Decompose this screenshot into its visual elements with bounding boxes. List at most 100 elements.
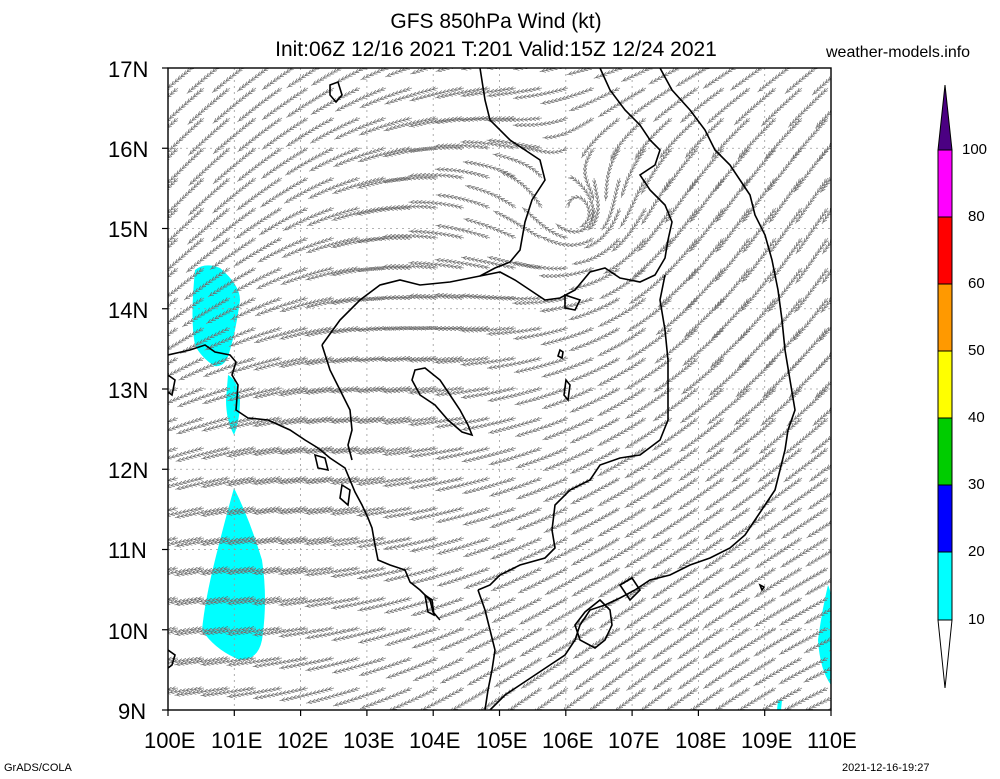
streamline	[627, 688, 673, 710]
streamline	[845, 118, 880, 162]
streamline	[358, 658, 413, 676]
streamline	[549, 688, 595, 710]
colorbar-segment	[937, 551, 953, 621]
streamline	[543, 508, 595, 534]
streamline	[754, 538, 803, 569]
streamline	[540, 88, 595, 104]
streamline	[542, 118, 595, 138]
streamline	[808, 448, 831, 482]
colorbar-label: 100	[962, 141, 988, 158]
streamline	[168, 87, 179, 126]
streamline	[519, 628, 569, 657]
streamline	[333, 148, 387, 168]
streamline	[542, 448, 595, 472]
streamline	[235, 208, 283, 240]
streamline	[864, 388, 906, 425]
streamline	[839, 58, 880, 96]
streamline	[409, 508, 465, 520]
streamline	[753, 628, 803, 657]
streamline	[384, 88, 439, 105]
streamline	[168, 177, 205, 217]
streamline	[286, 88, 335, 118]
streamline	[828, 628, 831, 652]
streamline	[383, 118, 439, 131]
streamline	[304, 298, 361, 308]
streamline	[439, 658, 491, 684]
streamline	[703, 508, 751, 541]
streamline	[711, 297, 751, 340]
streamline	[160, 28, 204, 63]
streamline	[569, 388, 621, 413]
streamline	[236, 148, 283, 182]
streamline	[779, 568, 829, 597]
streamline	[621, 68, 672, 82]
streamline	[689, 177, 725, 223]
streamline	[754, 568, 803, 598]
streamline	[653, 688, 699, 710]
streamline	[784, 417, 829, 455]
streamline	[334, 118, 387, 140]
streamline	[174, 688, 231, 695]
streamline	[848, 178, 880, 224]
streamline	[226, 448, 283, 457]
streamline	[442, 688, 491, 710]
streamline	[312, 28, 360, 56]
streamline	[882, 508, 932, 533]
streamline	[677, 538, 725, 570]
streamline	[262, 28, 308, 60]
streamline	[677, 478, 725, 511]
streamline	[821, 178, 831, 225]
streamline	[868, 328, 906, 369]
streamline	[211, 208, 257, 243]
streamline	[838, 388, 880, 425]
streamline	[382, 178, 439, 183]
streamline	[781, 508, 829, 540]
streamline	[598, 598, 647, 629]
streamline	[545, 598, 595, 627]
streamline	[187, 88, 231, 125]
streamline	[168, 147, 205, 187]
streamline	[741, 237, 776, 283]
streamline	[814, 358, 831, 399]
streamline	[587, 177, 599, 231]
lat-label: 16N	[108, 137, 149, 162]
streamline	[463, 219, 517, 238]
streamline	[821, 208, 831, 255]
streamline	[486, 328, 543, 334]
streamline	[628, 267, 673, 305]
streamline	[651, 478, 699, 510]
colorbar-label: 40	[968, 409, 985, 426]
streamline	[330, 598, 387, 608]
streamline	[857, 508, 906, 535]
colorbar-segment	[937, 84, 953, 151]
streamline	[281, 238, 335, 259]
streamline	[627, 297, 673, 332]
streamline	[332, 178, 387, 195]
streamline	[435, 225, 491, 238]
streamline	[820, 148, 831, 194]
streamline	[883, 478, 932, 506]
streamline	[252, 388, 309, 398]
streamline	[285, 118, 335, 148]
streamline	[168, 358, 205, 383]
streamline	[361, 28, 412, 51]
streamline	[651, 628, 699, 660]
streamline	[409, 88, 465, 101]
streamline	[890, 28, 932, 66]
streamline	[331, 658, 387, 673]
streamline	[869, 88, 906, 130]
streamline	[728, 598, 777, 629]
streamline	[200, 688, 257, 696]
streamline	[673, 28, 724, 51]
streamline	[487, 388, 543, 401]
colorbar-segment	[937, 484, 953, 553]
footer-credit: GrADS/COLA	[4, 762, 72, 774]
streamlines	[160, 28, 932, 710]
streamline	[715, 177, 751, 223]
streamline	[492, 628, 543, 656]
streamline	[862, 418, 906, 452]
streamline	[804, 568, 831, 596]
streamline	[779, 598, 829, 626]
streamline	[871, 298, 906, 341]
streamline	[335, 68, 386, 84]
